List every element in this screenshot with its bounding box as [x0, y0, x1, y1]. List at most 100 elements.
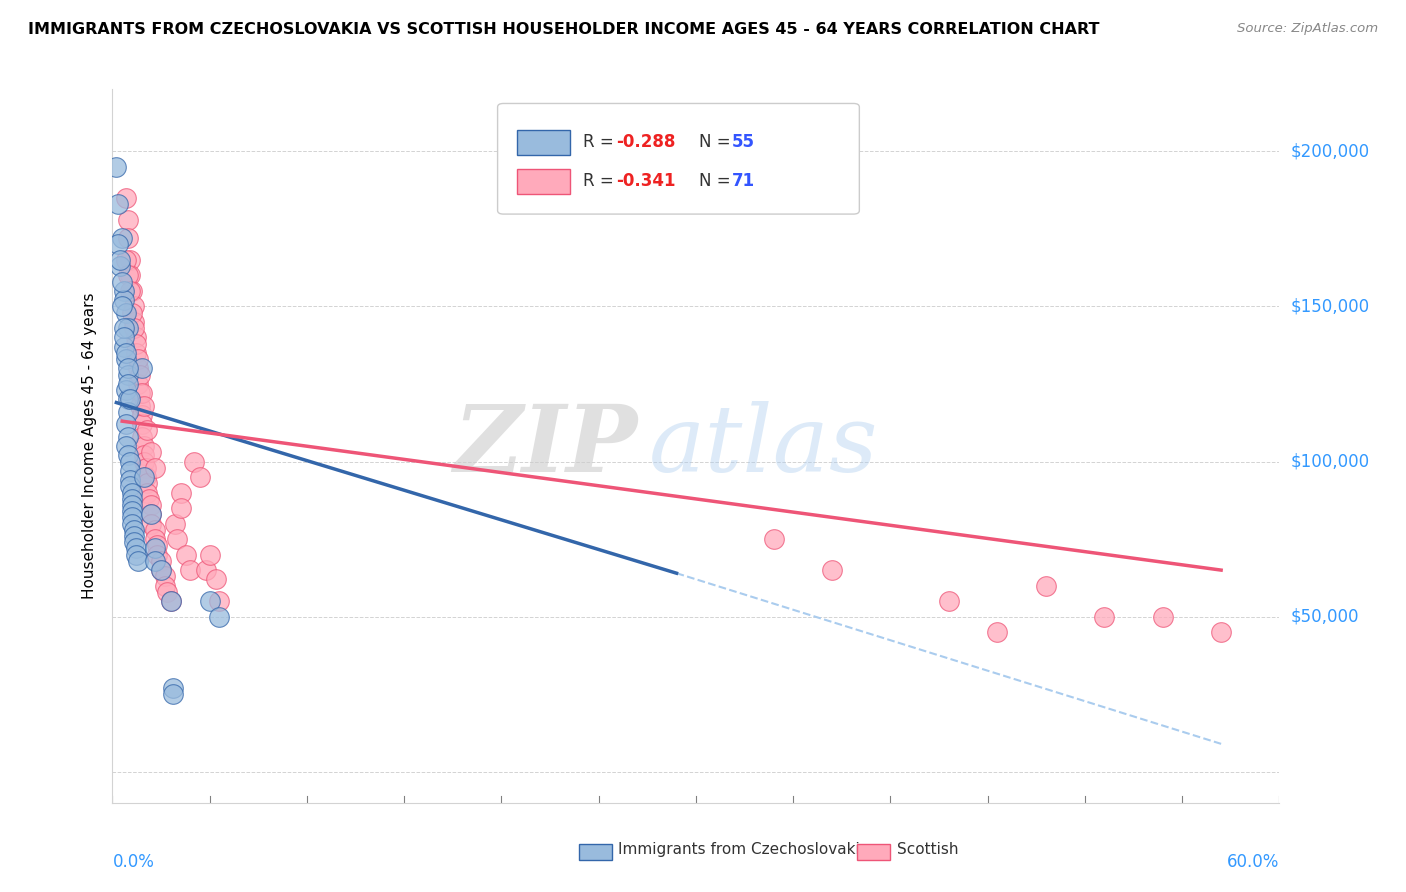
Point: [208, 594, 231, 608]
Point: [117, 392, 139, 407]
Point: [115, 439, 138, 453]
Point: [143, 532, 166, 546]
Text: Source: ZipAtlas.com: Source: ZipAtlas.com: [1237, 22, 1378, 36]
Point: [198, 548, 221, 562]
Point: [143, 460, 166, 475]
Point: [117, 376, 139, 391]
Point: [125, 336, 148, 351]
Point: [118, 454, 141, 468]
Point: [115, 346, 138, 360]
Point: [150, 554, 173, 568]
Point: [112, 330, 135, 344]
Point: [938, 594, 960, 608]
Point: [143, 541, 166, 556]
Point: [107, 197, 129, 211]
Y-axis label: Householder Income Ages 45 - 64 years: Householder Income Ages 45 - 64 years: [82, 293, 97, 599]
Point: [128, 386, 150, 401]
Text: $50,000: $50,000: [1291, 607, 1360, 625]
Point: [141, 516, 163, 531]
Point: [117, 368, 139, 382]
Point: [105, 160, 128, 174]
Point: [188, 470, 211, 484]
Point: [127, 352, 149, 367]
Text: 71: 71: [733, 172, 755, 190]
Point: [136, 476, 159, 491]
Point: [117, 430, 139, 444]
Point: [121, 498, 143, 512]
Point: [121, 516, 143, 531]
Point: [141, 498, 163, 512]
Point: [115, 352, 138, 367]
Point: [131, 430, 153, 444]
Text: $150,000: $150,000: [1291, 297, 1369, 316]
FancyBboxPatch shape: [579, 844, 612, 860]
Point: [131, 386, 153, 401]
Point: [160, 594, 183, 608]
Point: [118, 252, 141, 267]
Point: [131, 408, 153, 422]
Text: $100,000: $100,000: [1291, 452, 1369, 470]
Point: [125, 346, 148, 360]
Point: [127, 376, 149, 391]
Point: [141, 445, 163, 459]
Point: [121, 485, 143, 500]
Point: [146, 538, 169, 552]
Point: [166, 532, 188, 546]
Point: [132, 399, 155, 413]
Point: [112, 293, 135, 308]
Point: [127, 554, 149, 568]
Point: [204, 573, 226, 587]
Point: [156, 584, 179, 599]
Point: [163, 516, 186, 531]
Point: [986, 625, 1008, 640]
Point: [111, 299, 134, 313]
Text: Immigrants from Czechoslovakia: Immigrants from Czechoslovakia: [617, 842, 869, 856]
Point: [150, 563, 173, 577]
Point: [125, 541, 148, 556]
Point: [118, 473, 141, 487]
Point: [117, 231, 139, 245]
Point: [198, 594, 221, 608]
Point: [121, 284, 143, 298]
Point: [121, 504, 143, 518]
Point: [121, 510, 143, 524]
Point: [153, 579, 176, 593]
Point: [112, 284, 135, 298]
Point: [122, 315, 145, 329]
FancyBboxPatch shape: [498, 103, 859, 214]
Point: [110, 252, 132, 267]
Point: [128, 368, 150, 382]
Text: -0.288: -0.288: [617, 133, 676, 151]
Point: [169, 501, 191, 516]
Point: [118, 464, 141, 478]
Point: [131, 361, 153, 376]
Point: [107, 237, 129, 252]
Point: [132, 470, 155, 484]
Point: [127, 361, 149, 376]
Point: [122, 529, 145, 543]
Point: [122, 523, 145, 537]
Text: -0.341: -0.341: [617, 172, 676, 190]
Point: [115, 252, 138, 267]
Point: [132, 454, 155, 468]
Point: [122, 321, 145, 335]
Point: [121, 491, 143, 506]
Point: [122, 535, 145, 549]
Point: [208, 609, 231, 624]
Point: [122, 299, 145, 313]
Point: [121, 305, 143, 319]
Point: [111, 275, 134, 289]
Point: [118, 284, 141, 298]
Text: atlas: atlas: [650, 401, 879, 491]
Point: [762, 532, 785, 546]
Point: [115, 417, 138, 432]
Point: [179, 563, 201, 577]
Point: [141, 508, 163, 522]
Point: [112, 321, 135, 335]
Point: [150, 563, 173, 577]
Point: [115, 191, 138, 205]
Text: N =: N =: [699, 172, 737, 190]
Point: [117, 321, 139, 335]
Point: [117, 212, 139, 227]
Point: [1209, 625, 1232, 640]
